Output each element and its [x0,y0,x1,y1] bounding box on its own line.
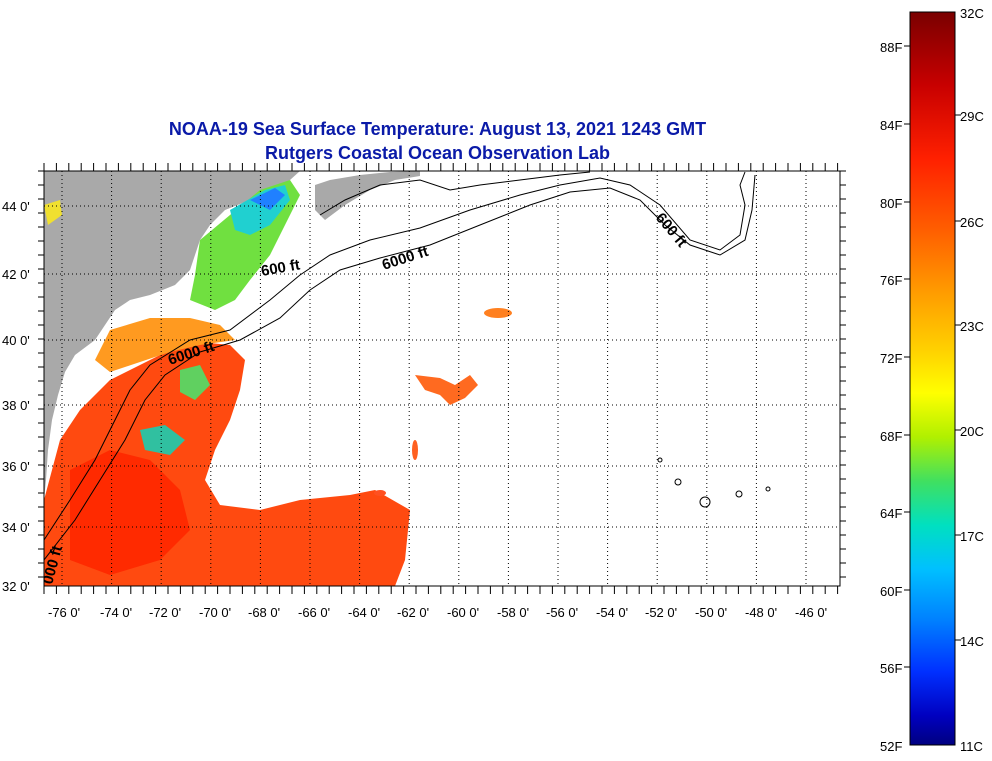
cb-c-label: 23C [960,319,984,334]
cb-c-label: 20C [960,424,984,439]
lon-label: -52 0' [645,605,677,620]
lon-label: -46 0' [795,605,827,620]
sst-patch-offshore-1 [484,308,512,318]
sst-patch-offshore-2 [415,375,478,405]
map-title: NOAA-19 Sea Surface Temperature: August … [168,119,707,139]
colorbar-fahrenheit-labels: 88F 84F 80F 76F 72F 68F 64F 60F 56F 52F [880,40,902,754]
map-ticks [38,163,846,594]
cb-f-label: 76F [880,273,902,288]
cb-f-label: 52F [880,739,902,754]
lon-label: -48 0' [745,605,777,620]
cb-f-label: 56F [880,661,902,676]
sst-green-eddy [180,365,210,400]
cb-f-label: 68F [880,429,902,444]
lon-label: -72 0' [149,605,181,620]
lon-label: -50 0' [695,605,727,620]
lat-label: 32 0' [2,579,30,594]
lat-label: 34 0' [2,520,30,535]
cb-c-label: 17C [960,529,984,544]
map-imagery: 600 ft 6000 ft 6000 ft 600 ft 000 ft [44,171,840,586]
lon-label: -62 0' [397,605,429,620]
lat-label: 42 0' [2,267,30,282]
lon-label: -66 0' [298,605,330,620]
contour-seamount-1 [699,496,711,508]
sst-patch-offshore-3 [412,440,418,460]
lon-label: -56 0' [546,605,578,620]
sst-blue-patch [250,188,285,210]
nova-scotia-land [315,171,420,220]
contour-label-600ft-north: 600 ft [260,256,302,280]
cb-f-label: 72F [880,351,902,366]
cb-f-label: 84F [880,118,902,133]
contour-seamount-2 [735,490,743,498]
colorbar-celsius-labels: 32C 29C 26C 23C 20C 17C 14C 11C [960,6,984,754]
longitude-labels: -76 0' -74 0' -72 0' -70 0' -68 0' -66 0… [48,605,827,620]
colorbar [909,11,956,746]
lon-label: -58 0' [497,605,529,620]
map-subtitle: Rutgers Coastal Ocean Observation Lab [264,143,611,163]
lon-label: -74 0' [100,605,132,620]
graticule-grid [44,171,840,586]
lon-label: -64 0' [348,605,380,620]
contour-seamount-4 [657,457,663,463]
sst-patch-offshore-4 [374,490,386,496]
map-frame [43,170,841,587]
cb-f-label: 80F [880,196,902,211]
lon-label: -70 0' [199,605,231,620]
cb-f-label: 64F [880,506,902,521]
cb-c-label: 26C [960,215,984,230]
cb-f-label: 60F [880,584,902,599]
contour-6000ft [44,174,756,561]
contour-coast [319,171,591,216]
sst-shelf-region [95,318,235,372]
lon-label: -68 0' [248,605,280,620]
lat-label: 40 0' [2,333,30,348]
sst-hot-patch [70,450,190,575]
contour-seamount-5 [765,486,771,492]
cb-c-label: 32C [960,6,984,21]
colorbar-ticks [904,45,961,668]
cb-c-label: 29C [960,109,984,124]
contour-label-6000ft-east: 6000 ft [380,243,430,274]
contour-label-600ft-east: 600 ft [652,210,690,251]
contour-600ft [44,171,746,541]
lon-label: -60 0' [447,605,479,620]
contour-seamount-3 [674,478,682,486]
lat-label: 38 0' [2,398,30,413]
lon-label: -54 0' [596,605,628,620]
cb-f-label: 88F [880,40,902,55]
lat-label: 36 0' [2,459,30,474]
sst-teal-eddy [140,425,185,455]
land-mass [44,171,300,500]
lon-label: -76 0' [48,605,80,620]
lat-label: 44 0' [2,199,30,214]
latitude-labels: 44 0' 42 0' 40 0' 38 0' 36 0' 34 0' 32 0… [2,199,30,594]
cb-c-label: 14C [960,634,984,649]
cb-c-label: 11C [960,739,983,754]
